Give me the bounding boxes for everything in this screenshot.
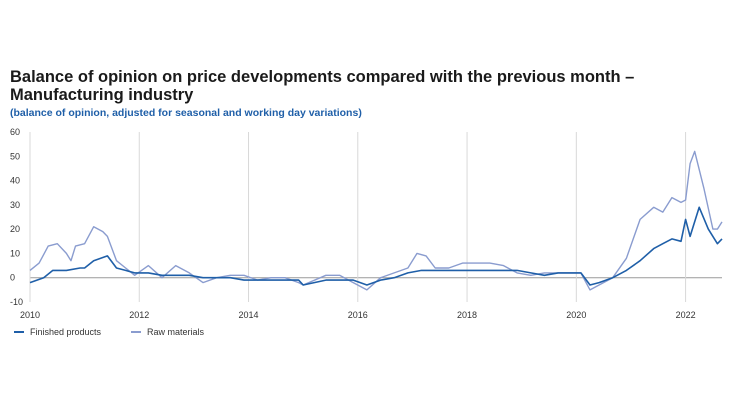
series-line-finished-products [29,206,723,286]
y-tick-label: 50 [10,151,20,161]
y-tick-label: 10 [10,248,20,258]
y-axis: -10 0 10 20 30 40 50 60 [10,127,23,307]
x-axis: 2010 2012 2014 2016 2018 2020 2022 [20,310,696,320]
chart-subtitle: (balance of opinion, adjusted for season… [10,107,362,119]
x-tick-label: 2014 [239,310,259,320]
legend-label-raw-materials: Raw materials [147,327,205,337]
x-tick-label: 2010 [20,310,40,320]
y-tick-label: 20 [10,224,20,234]
y-tick-label: -10 [10,297,23,307]
y-tick-label: 30 [10,200,20,210]
chart-title: Balance of opinion on price developments… [10,68,635,104]
legend-swatch-finished-products [14,331,24,333]
series-line-raw-materials [29,150,723,291]
x-tick-label: 2020 [566,310,586,320]
x-tick-label: 2018 [457,310,477,320]
legend-item-raw-materials: Raw materials [131,327,204,337]
gridlines [29,132,722,302]
y-tick-label: 40 [10,176,20,186]
legend-item-finished-products: Finished products [14,327,101,337]
legend-swatch-raw-materials [131,331,142,333]
legend: Finished products Raw materials [14,327,204,337]
x-tick-label: 2016 [348,310,368,320]
x-tick-label: 2022 [676,310,696,320]
line-chart: -10 0 10 20 30 40 50 60 2010 2012 2014 2016 2018 202… [10,127,723,320]
legend-label-finished-products: Finished products [30,327,102,337]
x-tick-label: 2012 [129,310,149,320]
y-tick-label: 0 [10,273,15,283]
series-lines [29,150,723,291]
y-tick-label: 60 [10,127,20,137]
